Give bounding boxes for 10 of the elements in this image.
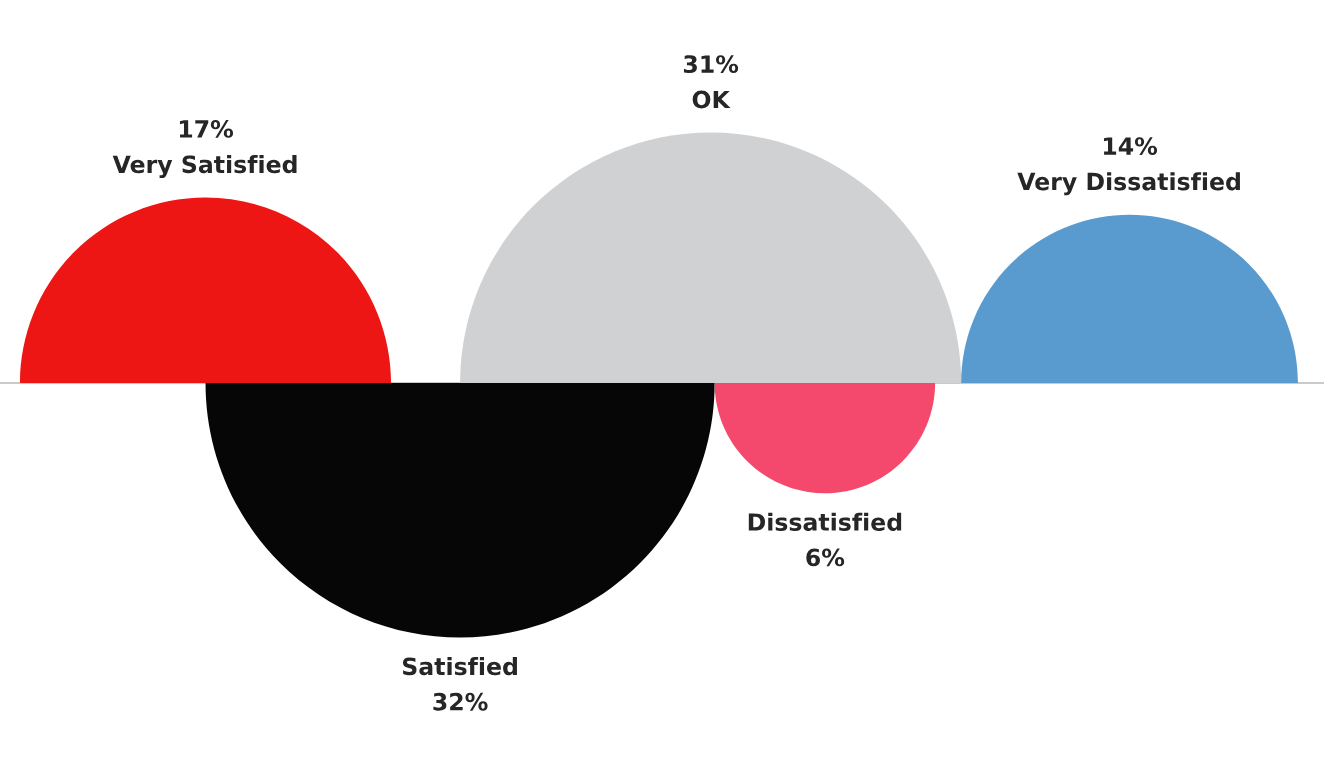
data-label: 32%: [433, 692, 488, 711]
data-label: 17%: [179, 119, 234, 138]
category-label: Very Dissatisfied: [1017, 172, 1240, 196]
data-label: 31%: [683, 55, 739, 74]
data-label: 14%: [1103, 137, 1158, 156]
category-label: Satisfied: [402, 657, 517, 676]
category-label: Dissatisfied: [748, 512, 902, 531]
data-label: 6%: [806, 548, 845, 567]
category-label: Very Satisfied: [112, 154, 297, 179]
category-label: OK: [692, 90, 731, 109]
